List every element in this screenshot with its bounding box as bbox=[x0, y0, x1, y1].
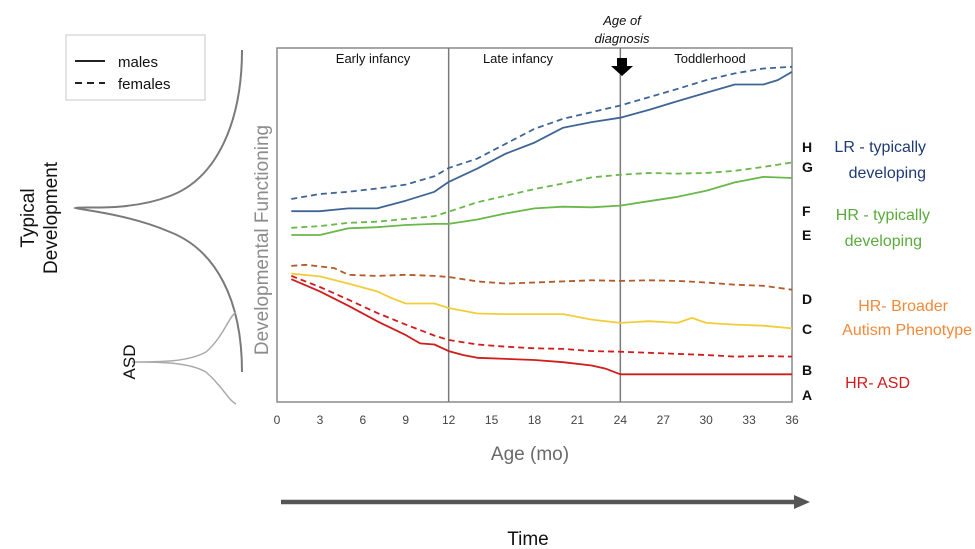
legend-label-males: males bbox=[118, 54, 158, 71]
letter-F: F bbox=[802, 203, 811, 219]
plot-area: 0 3 6 9 12 15 18 21 24 27 30 33 36 bbox=[274, 47, 799, 427]
group-hr-asd: HR- ASD bbox=[845, 375, 910, 392]
series-layer bbox=[290, 65, 793, 376]
group-hr-td-line1: HR - typically bbox=[836, 207, 930, 224]
x-tick-33: 33 bbox=[742, 413, 756, 427]
typical-development-label-line1: Typical bbox=[18, 188, 39, 247]
series-line-A bbox=[290, 278, 792, 376]
group-lr-td-line1: LR - typically bbox=[834, 139, 926, 156]
y-axis-label: Developmental Functioning bbox=[252, 125, 273, 355]
x-tick-12: 12 bbox=[442, 413, 456, 427]
x-tick-30: 30 bbox=[699, 413, 713, 427]
plot-frame bbox=[276, 47, 793, 403]
x-tick-3: 3 bbox=[317, 413, 324, 427]
asd-curve bbox=[131, 311, 237, 405]
time-label: Time bbox=[507, 529, 549, 549]
letter-G: G bbox=[802, 159, 813, 175]
x-tick-9: 9 bbox=[402, 413, 409, 427]
x-tick-27: 27 bbox=[657, 413, 671, 427]
series-line-H bbox=[291, 65, 793, 200]
legend: males females bbox=[65, 34, 206, 101]
x-tick-labels: 0 3 6 9 12 15 18 21 24 27 30 33 36 bbox=[274, 413, 799, 427]
down-arrow-icon bbox=[611, 58, 633, 76]
series-line-D bbox=[291, 263, 793, 291]
group-hr-bap-line2: Autism Phenotype bbox=[842, 322, 972, 339]
distributions: Typical Development ASD bbox=[18, 49, 243, 405]
typical-development-curve bbox=[72, 49, 243, 373]
series-letters: H G F E D C B A bbox=[802, 139, 813, 403]
series-line-G bbox=[291, 71, 793, 213]
group-hr-bap-line1: HR- Broader bbox=[858, 298, 948, 315]
x-tick-6: 6 bbox=[359, 413, 366, 427]
diagnosis-marker: Age of diagnosis bbox=[595, 13, 650, 76]
legend-label-females: females bbox=[118, 76, 171, 93]
x-tick-24: 24 bbox=[614, 413, 628, 427]
x-tick-0: 0 bbox=[274, 413, 281, 427]
period-late-infancy: Late infancy bbox=[483, 51, 554, 66]
group-lr-td-line2: developing bbox=[849, 165, 926, 182]
letter-C: C bbox=[802, 321, 812, 337]
group-labels: LR - typically developing HR - typically… bbox=[834, 139, 972, 392]
asd-label: ASD bbox=[120, 345, 139, 380]
diagnosis-label-line1: Age of bbox=[602, 13, 642, 28]
diagnosis-label-line2: diagnosis bbox=[595, 31, 650, 46]
letter-B: B bbox=[802, 362, 812, 378]
letter-H: H bbox=[802, 139, 812, 155]
series-line-B bbox=[290, 275, 793, 358]
x-axis-label: Age (mo) bbox=[491, 444, 569, 465]
series-line-C bbox=[291, 272, 793, 330]
x-tick-21: 21 bbox=[571, 413, 585, 427]
x-tick-18: 18 bbox=[528, 413, 542, 427]
time-arrow-head-icon bbox=[794, 495, 810, 509]
series-line-F bbox=[291, 161, 793, 229]
time-arrow: Time bbox=[281, 495, 810, 549]
legend-box bbox=[65, 34, 206, 101]
period-toddlerhood: Toddlerhood bbox=[674, 51, 746, 66]
series-line-E bbox=[291, 175, 793, 236]
letter-A: A bbox=[802, 387, 812, 403]
letter-D: D bbox=[802, 291, 812, 307]
group-hr-td-line2: developing bbox=[845, 233, 922, 250]
letter-E: E bbox=[802, 227, 811, 243]
x-tick-36: 36 bbox=[785, 413, 799, 427]
period-early-infancy: Early infancy bbox=[336, 51, 411, 66]
x-tick-15: 15 bbox=[485, 413, 499, 427]
typical-development-label-line2: Development bbox=[41, 161, 62, 274]
